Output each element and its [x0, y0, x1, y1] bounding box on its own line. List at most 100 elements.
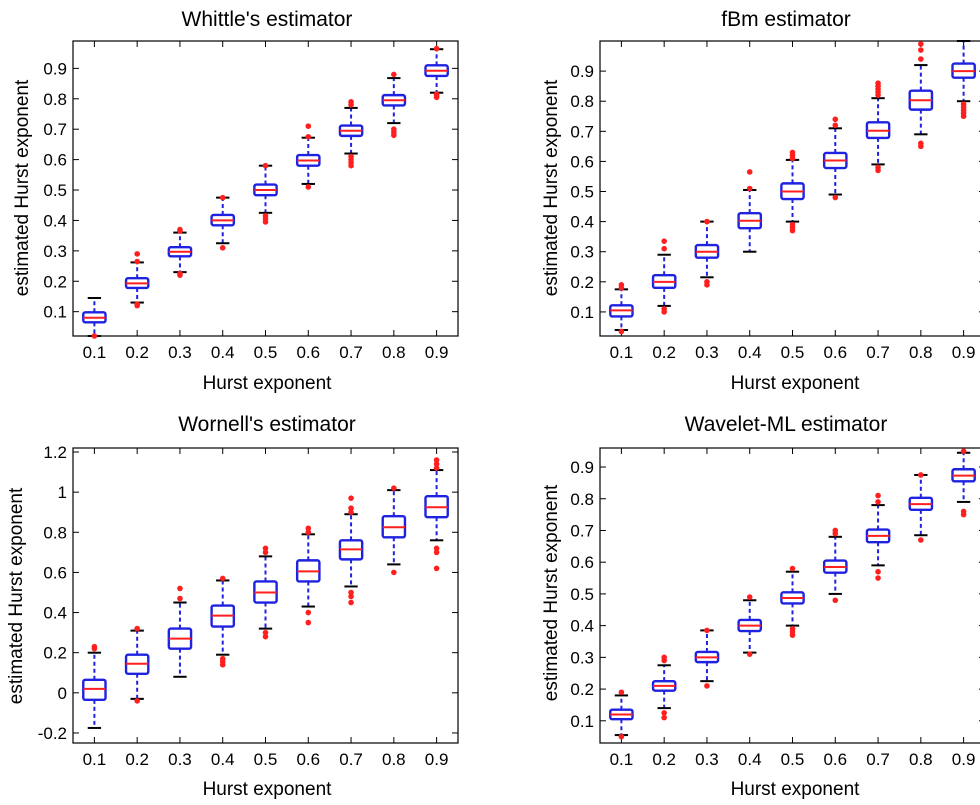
y-tick-label: 0.1 [570, 712, 594, 731]
y-tick-label: 0.8 [43, 90, 67, 109]
outlier-point [219, 655, 226, 662]
outlier-point [960, 101, 967, 108]
x-tick-label: 0.8 [382, 750, 406, 769]
y-axis-label: estimated Hurst exponent [12, 79, 33, 296]
outlier-point [134, 301, 140, 307]
outlier-point [661, 710, 667, 716]
box-0.2 [651, 238, 677, 315]
outlier-point [134, 625, 140, 632]
outlier-point [960, 448, 967, 454]
box-0.8 [908, 41, 934, 150]
box-0.2 [124, 625, 150, 704]
outlier-point [433, 465, 440, 471]
box-0.1 [82, 643, 107, 729]
y-tick-label: 1.2 [43, 443, 67, 462]
outlier-point [832, 597, 839, 604]
outlier-point [219, 194, 226, 201]
x-tick-label: 0.9 [952, 343, 976, 362]
outlier-point [918, 537, 924, 543]
y-tick-label: 0.7 [570, 521, 594, 540]
outlier-point [348, 593, 354, 600]
outlier-point [348, 505, 354, 512]
x-tick-label: 0.3 [168, 343, 192, 362]
y-tick-label: 0.1 [570, 303, 594, 322]
outlier-point [348, 589, 354, 596]
box-0.1 [609, 689, 634, 740]
x-tick-label: 0.8 [909, 750, 933, 769]
box-0.8 [908, 472, 934, 543]
outlier-point [305, 123, 312, 129]
outlier-point [661, 245, 667, 252]
y-axis-label: estimated Hurst exponent [6, 487, 27, 704]
box-0.2 [651, 654, 677, 721]
x-tick-label: 0.1 [83, 750, 107, 769]
outlier-point [433, 461, 440, 467]
box-0.2 [124, 251, 150, 309]
x-tick-label: 0.2 [652, 343, 676, 362]
panel-fbm: fBm estimator Hurst exponent estimated H… [541, 8, 980, 394]
x-tick-label: 0.2 [652, 750, 676, 769]
outlier-point [177, 595, 183, 602]
outlier-point [789, 221, 796, 228]
x-tick-label: 0.9 [952, 750, 976, 769]
box-0.9 [424, 45, 449, 101]
box-iqr [82, 678, 107, 702]
outlier-point [433, 565, 440, 572]
outlier-point [305, 609, 312, 616]
y-tick-label: 0.2 [570, 680, 594, 699]
outlier-point [177, 585, 183, 592]
outlier-point [305, 619, 312, 626]
y-tick-label: 0.3 [570, 243, 594, 262]
outlier-point [433, 545, 440, 552]
outlier-point [918, 140, 924, 147]
outlier-point [918, 41, 924, 47]
x-tick-label: 0.4 [738, 343, 762, 362]
outlier-point [262, 629, 269, 636]
outlier-point [305, 133, 312, 140]
outlier-point [618, 733, 625, 740]
x-tick-label: 0.1 [610, 343, 634, 362]
outlier-point [134, 251, 140, 257]
box-0.5 [780, 149, 805, 234]
outlier-point [704, 627, 710, 634]
box-0.3 [167, 226, 193, 278]
outlier-point [875, 499, 881, 505]
outlier-point [875, 80, 881, 86]
y-tick-label: 0.5 [43, 181, 67, 200]
box-0.8 [381, 485, 407, 576]
outlier-point [618, 282, 625, 288]
outlier-point [348, 599, 354, 606]
outlier-point [832, 116, 839, 123]
outlier-point [177, 226, 183, 233]
outlier-point [262, 213, 269, 219]
outlier-point [789, 626, 796, 632]
box-0.5 [253, 545, 278, 640]
panel-title: Wornell's estimator [178, 413, 356, 436]
x-axis-label: Hurst exponent [731, 779, 861, 800]
outlier-point [746, 594, 753, 600]
outlier-point [918, 56, 924, 62]
x-axis-label: Hurst exponent [203, 373, 333, 394]
y-tick-label: 0.2 [43, 644, 67, 663]
x-tick-label: 0.5 [254, 750, 278, 769]
box-0.3 [694, 627, 720, 689]
y-tick-label: 0.7 [570, 122, 594, 141]
x-tick-label: 0.5 [254, 343, 278, 362]
panel-title: Whittle's estimator [182, 8, 353, 31]
box-0.4 [737, 169, 763, 253]
y-tick-label: 0.9 [570, 458, 594, 477]
y-tick-label: 0.5 [570, 585, 594, 604]
box-0.1 [609, 282, 634, 335]
y-tick-label: 0.4 [43, 604, 67, 623]
box-0.1 [82, 296, 107, 339]
x-tick-label: 0.9 [425, 343, 449, 362]
x-axis-label: Hurst exponent [731, 373, 861, 394]
outlier-point [305, 529, 312, 536]
outlier-point [391, 71, 397, 78]
outlier-point [262, 162, 269, 169]
x-tick-label: 0.3 [695, 750, 719, 769]
y-tick-label: 0.6 [570, 553, 594, 572]
box-0.6 [295, 123, 321, 190]
y-tick-label: 0.4 [570, 213, 594, 232]
